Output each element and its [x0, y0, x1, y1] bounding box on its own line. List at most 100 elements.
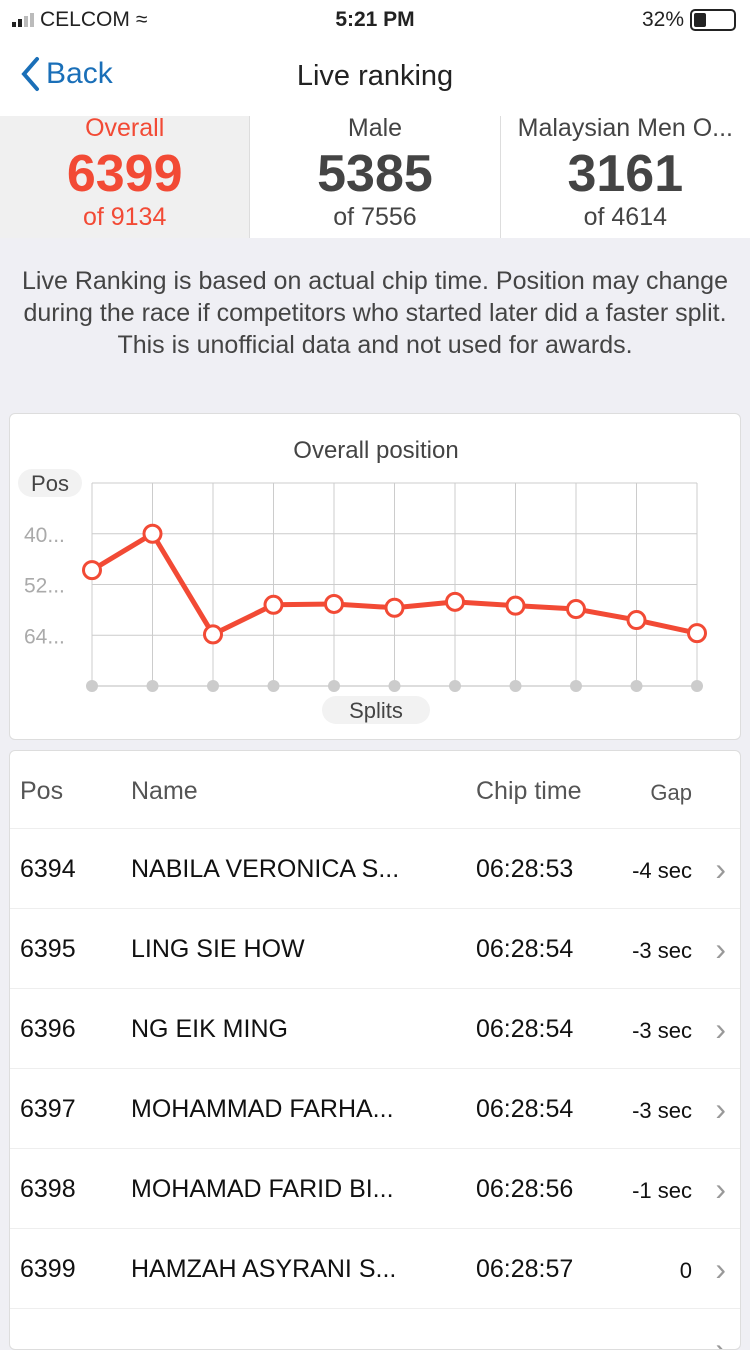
row-gap: -4 sec: [632, 858, 692, 883]
row-pos: 6397: [20, 1095, 76, 1123]
position-chart-card: Overall position Pos Splits 40... 52... 64...: [9, 413, 741, 740]
wifi-icon: ≈: [135, 8, 148, 31]
row-gap: -3 sec: [632, 938, 692, 963]
battery-icon: [690, 9, 736, 31]
x-tick-dot: [207, 680, 219, 692]
table-row[interactable]: 6394 NABILA VERONICA S... 06:28:53 -4 sec ›: [10, 829, 740, 909]
row-pos: 6398: [20, 1175, 76, 1203]
data-point: [505, 595, 526, 616]
row-gap: 0: [679, 1258, 692, 1283]
x-tick-dot: [509, 680, 522, 692]
table-row[interactable]: 6397 MOHAMMAD FARHA... 06:28:54 -3 sec ›: [10, 1069, 740, 1149]
table-row[interactable]: 6395 LING SIE HOW 06:28:54 -3 sec ›: [10, 909, 740, 989]
row-chip-time: 06:28:54: [476, 935, 574, 963]
row-name: NABILA VERONICA S...: [131, 855, 400, 883]
row-chip-time: 06:28:54: [476, 1015, 574, 1043]
chevron-right-icon: ›: [715, 931, 726, 967]
data-point: [445, 591, 465, 612]
carrier: CELCOM: [40, 8, 130, 31]
tab-label: Overall: [85, 114, 165, 142]
ranking-tabs: Overall 6399 of 9134 Male 5385 of 7556 Malay…: [0, 114, 750, 238]
table-row-partial[interactable]: ›: [10, 1309, 740, 1350]
table-row[interactable]: 6396 NG EIK MING 06:28:54 -3 sec ›: [10, 989, 740, 1069]
row-name: MOHAMAD FARID BI...: [131, 1175, 394, 1203]
header-pos: Pos: [20, 777, 64, 805]
battery-percent: 32%: [641, 8, 684, 31]
back-button[interactable]: Back: [20, 56, 113, 92]
rank-value: 6399: [66, 145, 183, 203]
data-point: [626, 610, 647, 631]
x-tick-dot: [630, 680, 643, 692]
row-pos: 6394: [20, 855, 76, 883]
row-chip-time: 06:28:53: [476, 855, 574, 883]
row-gap: -3 sec: [632, 1018, 692, 1043]
y-tick-label: 40...: [24, 524, 65, 547]
disclaimer-text: Live Ranking is based on actual chip tim…: [22, 267, 728, 359]
table-row[interactable]: 6399 HAMZAH ASYRANI S... 06:28:57 0 ›: [10, 1229, 740, 1309]
row-chip-time: 06:28:54: [476, 1095, 574, 1123]
x-axis-label: Splits: [349, 698, 403, 723]
chart-title: Overall position: [293, 437, 458, 464]
rank-total: of 7556: [333, 203, 417, 231]
row-pos: 6395: [20, 935, 76, 963]
table-header: Pos Name Chip time Gap: [10, 751, 740, 829]
data-point: [263, 594, 284, 615]
x-tick-dot: [449, 680, 461, 692]
clock: 5:21 PM: [335, 8, 415, 31]
position-chart: Overall position Pos Splits 40... 52... 64...: [18, 437, 707, 724]
row-name: MOHAMMAD FARHA...: [131, 1095, 394, 1123]
row-pos: 6396: [20, 1015, 76, 1043]
rank-total: of 9134: [82, 203, 167, 231]
data-point: [384, 597, 405, 618]
chevron-right-icon: ›: [715, 851, 726, 887]
back-label: Back: [46, 57, 113, 90]
signal-icon: [12, 13, 34, 27]
x-tick-dot: [328, 680, 340, 692]
y-axis-label: Pos: [31, 471, 69, 496]
rank-value: 3161: [567, 145, 684, 203]
row-chip-time: 06:28:57: [476, 1255, 574, 1283]
data-point: [566, 599, 586, 620]
x-label-pill: [322, 696, 430, 724]
row-name: HAMZAH ASYRANI S...: [131, 1255, 397, 1283]
x-tick-dot: [570, 680, 582, 692]
chevron-right-icon: ›: [715, 1091, 726, 1127]
data-point: [82, 560, 102, 581]
data-point: [142, 523, 163, 544]
table-row[interactable]: 6398 MOHAMAD FARID BI... 06:28:56 -1 sec ›: [10, 1149, 740, 1229]
x-tick-dot: [388, 680, 401, 692]
tab-label: Male: [347, 114, 403, 142]
chevron-right-icon: ›: [715, 1011, 726, 1047]
header-name: Name: [131, 777, 198, 805]
header-gap: Gap: [650, 780, 692, 805]
tab-overall[interactable]: Overall 6399 of 9134: [0, 114, 250, 238]
chevron-right-icon: ›: [715, 1171, 726, 1207]
row-chip-time: 06:28:56: [476, 1175, 574, 1203]
x-tick-dot: [146, 680, 159, 692]
chevron-right-icon: ›: [715, 1251, 726, 1287]
data-point: [687, 623, 707, 644]
header-chip-time: Chip time: [476, 777, 582, 805]
chevron-right-icon: ›: [715, 1331, 726, 1350]
y-tick-label: 52...: [24, 575, 65, 598]
x-tick-dot: [86, 680, 98, 692]
tab-label: Malaysian Men O...: [517, 114, 733, 142]
chevron-left-icon: [21, 57, 39, 91]
row-name: LING SIE HOW: [131, 935, 305, 963]
nav-bar: Back Live ranking: [0, 40, 750, 116]
page-title: Live ranking: [296, 60, 454, 92]
rank-value: 5385: [317, 145, 433, 203]
y-tick-label: 64...: [24, 625, 65, 648]
row-gap: -1 sec: [632, 1178, 692, 1203]
status-bar: CELCOM ≈ 5:21 PM 32%: [0, 0, 750, 40]
row-gap: -3 sec: [632, 1098, 692, 1123]
y-label-pill: [18, 469, 82, 497]
tab-male[interactable]: Male 5385 of 7556: [249, 114, 499, 238]
row-pos: 6399: [20, 1255, 76, 1283]
rank-total: of 4614: [583, 203, 668, 231]
ranking-table: Pos Name Chip time Gap 6394 NABILA VERONI…: [9, 750, 741, 1350]
tab-category[interactable]: Malaysian Men O... 3161 of 4614: [499, 114, 750, 238]
x-tick-dot: [267, 680, 280, 692]
data-point: [203, 624, 223, 645]
x-tick-dot: [691, 680, 703, 692]
